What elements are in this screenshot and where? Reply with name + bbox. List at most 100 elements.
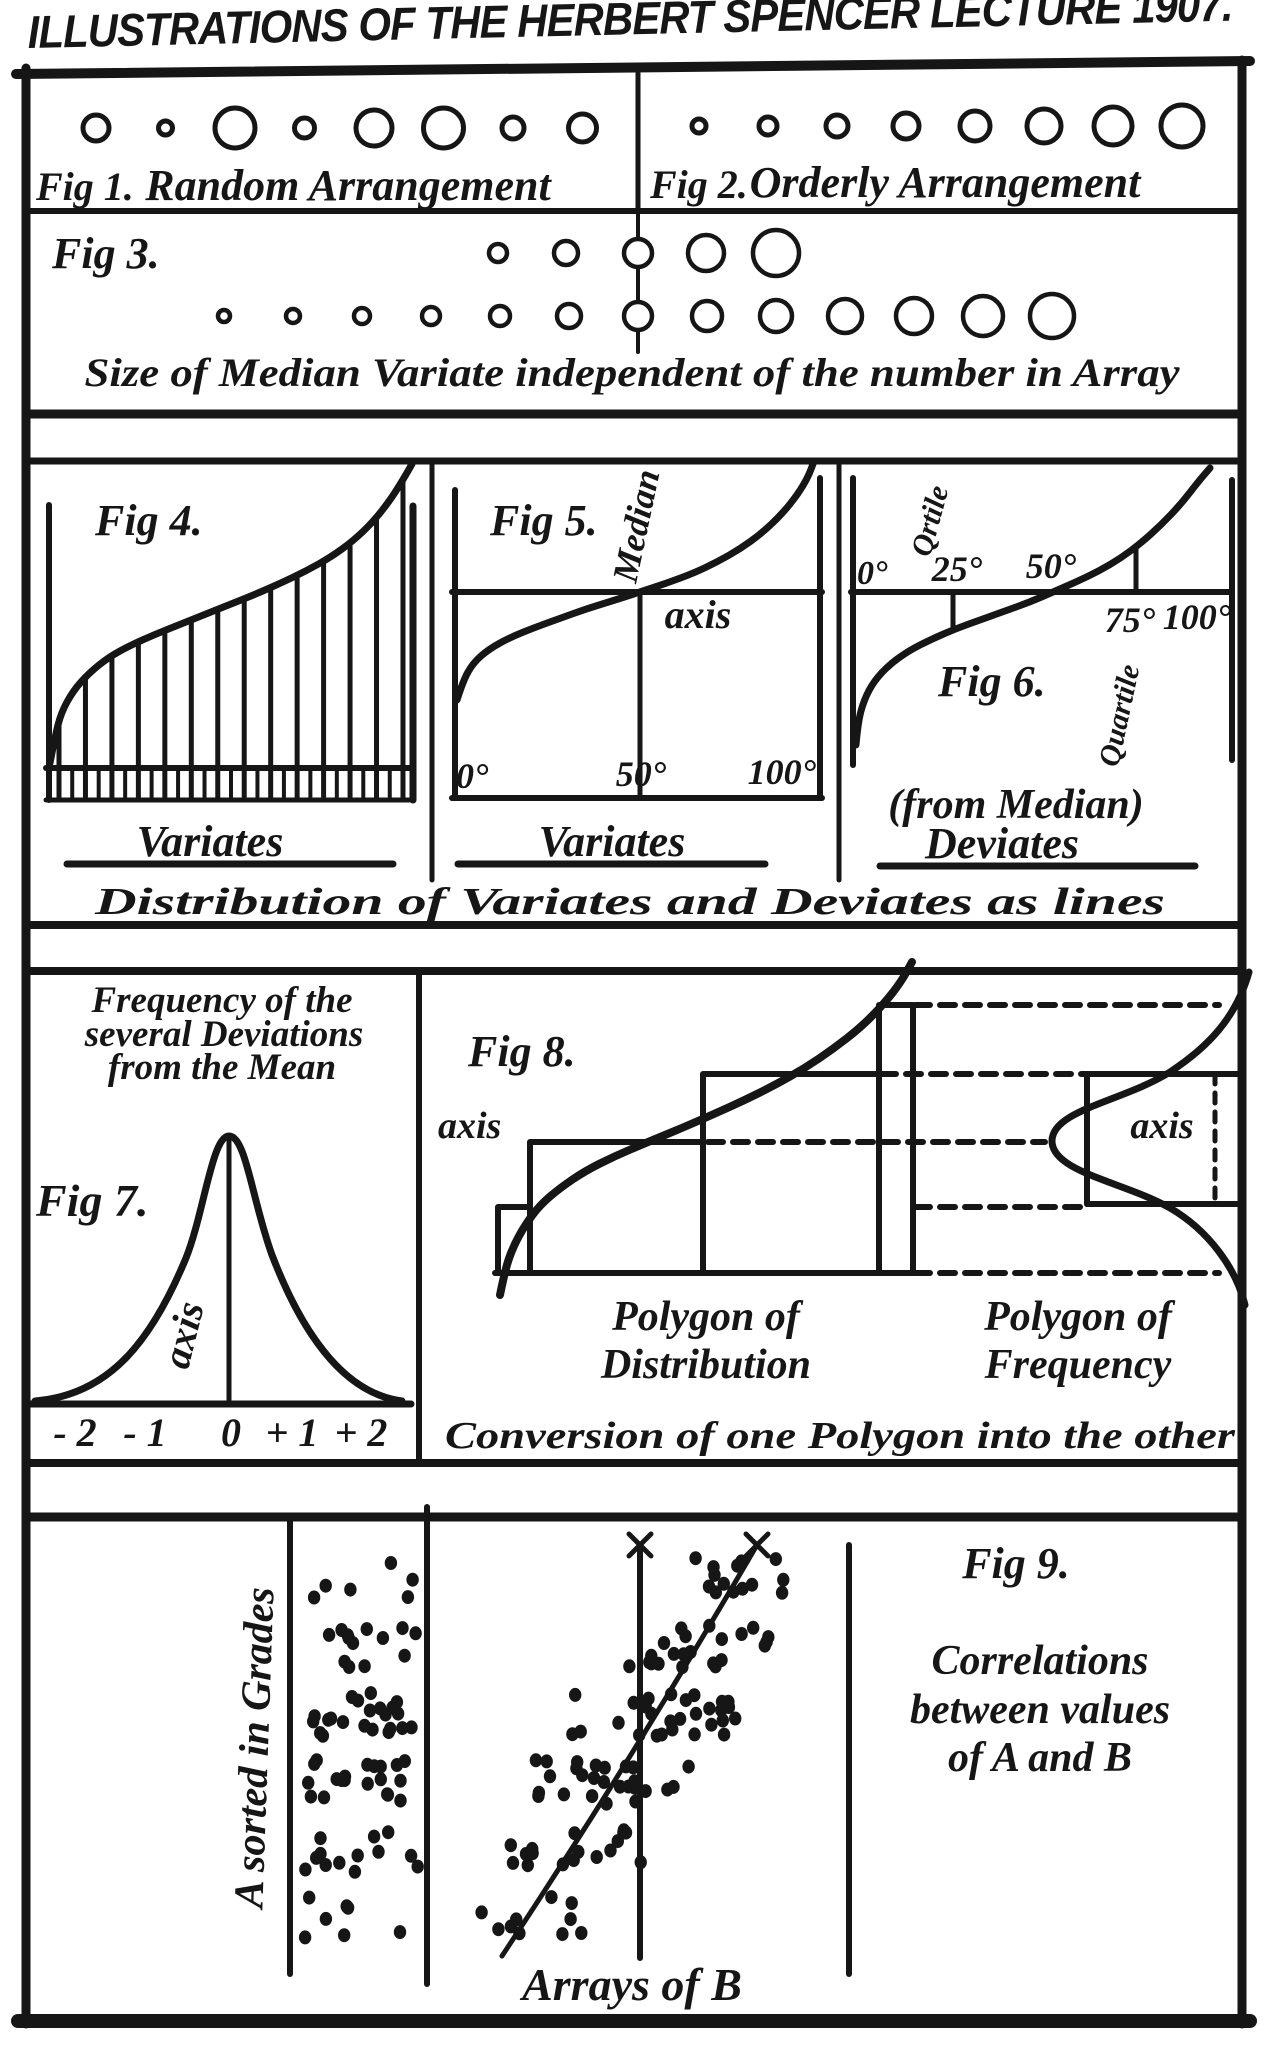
fig9-grade-dot — [406, 1572, 419, 1587]
fig3-bottom-circle — [893, 295, 935, 337]
fig9-dots — [298, 1551, 790, 1945]
fig9-grade-dot — [367, 1829, 381, 1844]
fig9-grade-dot — [393, 1925, 407, 1940]
fig6-label: Fig 6. — [937, 657, 1046, 706]
fig9-scatter-dot — [629, 1794, 642, 1809]
fig9-scatter-dot — [575, 1926, 588, 1940]
fig1-random-arrangement: Fig 1. Random Arrangement — [35, 105, 599, 210]
fig3-caption: Size of Median Variate independent of th… — [85, 350, 1180, 395]
plate-borders — [11, 55, 1257, 2029]
fig3-circles — [215, 227, 1077, 341]
fig9-scatter-dot — [661, 1782, 674, 1797]
fig7-tick-m2: - 2 — [53, 1410, 96, 1455]
fig9-grade-dot — [358, 1659, 371, 1674]
fig1-circle — [292, 115, 317, 141]
fig9-grade-dot — [394, 1773, 407, 1788]
fig9-correlation-plot: A sorted in Grades Arrays of B Fig 9. Co… — [226, 1504, 1170, 2010]
fig8-label: Fig 8. — [467, 1027, 576, 1076]
fig9-grid — [287, 1504, 852, 1987]
fig9-grade-dot — [348, 1864, 362, 1879]
fig2-circle — [957, 108, 993, 144]
fig9-grade-dot — [333, 1855, 346, 1870]
fig9-scatter-dot — [540, 1754, 553, 1769]
fig9-grade-dot — [361, 1776, 374, 1791]
fig9-grade-dot — [304, 1789, 318, 1804]
fig5-tick-100: 100° — [748, 752, 817, 792]
page-title: ILLUSTRATIONS OF THE HERBERT SPENCER LEC… — [27, 0, 1233, 58]
fig9-scatter-dot — [604, 1843, 617, 1858]
fig9-grade-dot — [351, 1693, 365, 1708]
fig5-median-label: Median — [604, 466, 667, 587]
fig9-grade-dot — [317, 1790, 331, 1805]
fig9-scatter-dot — [634, 1855, 647, 1870]
fig3-median-variate: Fig 3. Size of Median Variate independen… — [51, 211, 1180, 395]
fig4-label: Fig 4. — [94, 496, 203, 545]
fig9-grade-dot — [396, 1621, 409, 1636]
row2-caption: Distribution of Variates and Deviates as… — [93, 881, 1165, 923]
fig9-grade-dot — [363, 1703, 377, 1718]
fig9-grade-dot — [382, 1825, 395, 1840]
fig9-scatter-dot — [492, 1922, 505, 1937]
fig9-scatter-dot — [703, 1701, 716, 1716]
fig9-grade-dot — [351, 1848, 364, 1863]
fig9-grade-dot — [307, 1590, 321, 1605]
fig5-caption: Variates — [539, 817, 686, 866]
fig3-top-circle — [621, 236, 655, 270]
fig3-bottom-circle — [419, 304, 443, 328]
fig6-caption: Deviates — [924, 819, 1079, 868]
fig6-tick-25: 25° — [931, 549, 983, 589]
fig9-scatter-dot — [717, 1727, 731, 1742]
fig3-top-circle — [685, 232, 727, 274]
fig5-axis-label: axis — [665, 592, 732, 637]
fig9-label: Fig 9. — [961, 1539, 1070, 1588]
fig2-circle — [689, 116, 709, 136]
fig9-grade-dot — [307, 1714, 320, 1729]
fig9-scatter-dot — [673, 1711, 687, 1726]
fig7-title-3: from the Mean — [108, 1047, 336, 1088]
fig4-caption: Variates — [137, 817, 284, 866]
fig7-tick-p2: + 2 — [335, 1410, 388, 1455]
fig2-circles — [689, 102, 1206, 150]
fig6-tick-0: 0° — [857, 555, 888, 592]
fig9-scatter-dot — [597, 1775, 611, 1789]
fig1-label: Fig 1. — [35, 164, 134, 209]
fig8-caption-right-1: Polygon of — [983, 1294, 1176, 1340]
fig9-grade-dot — [361, 1757, 374, 1772]
fig9-grade-dot — [405, 1720, 418, 1735]
fig9-scatter-dot — [775, 1585, 789, 1600]
fig9-grade-dot — [314, 1831, 327, 1846]
fig2-caption: Orderly Arrangement — [750, 158, 1142, 207]
fig9-grade-dot — [319, 1858, 332, 1872]
fig9-scatter-dot — [510, 1912, 523, 1927]
fig8-bar-2 — [527, 1139, 706, 1276]
fig8-ogive-curve — [496, 958, 916, 1299]
fig2-label: Fig 2. — [649, 162, 748, 207]
fig9-scatter-dot — [623, 1659, 636, 1674]
fig3-bottom-circle — [1027, 291, 1077, 341]
fig9-x-mark-2 — [743, 1531, 771, 1559]
fig9-grade-dot — [314, 1846, 327, 1861]
fig1-circles — [80, 105, 599, 151]
fig9-scatter-dot — [526, 1841, 539, 1856]
fig9-scatter-dot — [506, 1855, 520, 1870]
fig9-scatter-dot — [747, 1620, 760, 1635]
fig9-grade-dot — [401, 1590, 415, 1605]
fig9-caption-1: Correlations — [931, 1638, 1148, 1684]
fig9-grade-dot — [374, 1772, 387, 1787]
fig9-caption-2: between values — [910, 1687, 1170, 1733]
fig9-scatter-dot — [705, 1717, 718, 1732]
fig1-circle — [421, 105, 466, 151]
fig9-grade-dot — [340, 1899, 353, 1914]
fig9-grade-dot — [381, 1787, 395, 1802]
fig3-top-circle — [486, 241, 510, 265]
fig3-bottom-circle — [215, 307, 233, 325]
fig3-bottom-circle — [351, 305, 373, 327]
fig6-deviates-ogive: Fig 6. 0° 25° 50° 75° 100° Qrtile Quarti… — [848, 464, 1235, 870]
fig9-scatter-dot — [769, 1552, 782, 1567]
fig8-side-bell-curve — [1048, 968, 1253, 1309]
fig9-scatter-dot — [679, 1629, 692, 1644]
fig9-scatter-dot — [777, 1572, 790, 1587]
fig9-grade-dot — [398, 1648, 411, 1663]
